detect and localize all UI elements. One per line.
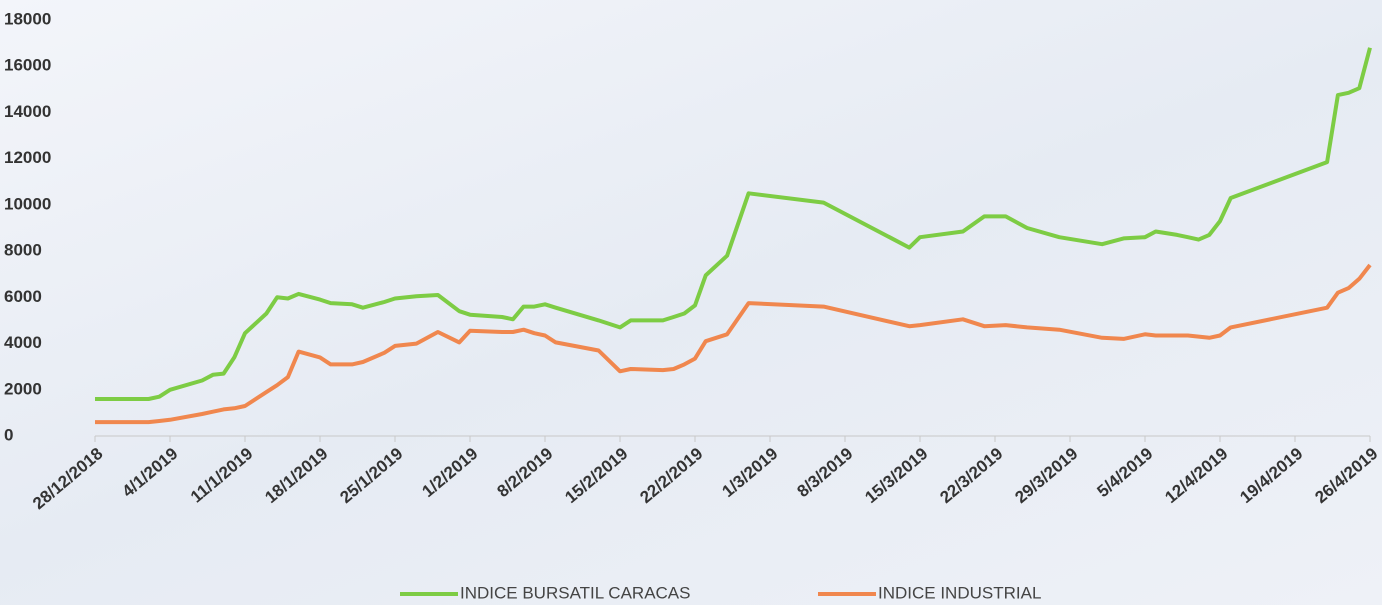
x-tick-label: 12/4/2019	[1161, 444, 1231, 507]
x-tick-label: 29/3/2019	[1011, 444, 1081, 507]
x-tick-label: 1/3/2019	[719, 444, 782, 501]
x-tick-label: 5/4/2019	[1094, 444, 1157, 501]
y-tick-label: 8000	[4, 241, 42, 260]
legend-label: INDICE BURSATIL CARACAS	[460, 583, 691, 602]
y-tick-label: 18000	[4, 9, 51, 28]
y-tick-label: 16000	[4, 56, 51, 75]
y-tick-label: 14000	[4, 102, 51, 121]
x-tick-label: 25/1/2019	[336, 444, 406, 507]
chart: 0 2000 4000 6000 8000 10000 12000 14000 16000 180…	[0, 0, 1382, 605]
y-tick-label: 4000	[4, 333, 42, 352]
x-tick-label: 18/1/2019	[261, 444, 331, 507]
x-tick-label: 22/3/2019	[936, 444, 1006, 507]
y-tick-label: 12000	[4, 148, 51, 167]
series-line	[95, 48, 1370, 399]
x-tick-label: 4/1/2019	[119, 444, 182, 501]
x-tick-label: 8/2/2019	[494, 444, 557, 501]
x-tick-label: 1/2/2019	[419, 444, 482, 501]
y-tick-label: 10000	[4, 194, 51, 213]
x-tick-label: 22/2/2019	[636, 444, 706, 507]
y-tick-label: 0	[4, 425, 13, 444]
x-tick-label: 11/1/2019	[187, 444, 256, 507]
x-tick-label: 19/4/2019	[1236, 444, 1306, 507]
y-tick-label: 2000	[4, 379, 42, 398]
x-tick-label: 8/3/2019	[794, 444, 857, 501]
x-tick-label: 15/2/2019	[561, 444, 631, 507]
x-tick-label: 28/12/2018	[29, 444, 106, 513]
series-line	[95, 265, 1370, 422]
y-tick-label: 6000	[4, 287, 42, 306]
x-tick-label: 15/3/2019	[861, 444, 931, 507]
x-tick-label: 26/4/2019	[1311, 444, 1381, 507]
legend-label: INDICE INDUSTRIAL	[878, 583, 1041, 602]
